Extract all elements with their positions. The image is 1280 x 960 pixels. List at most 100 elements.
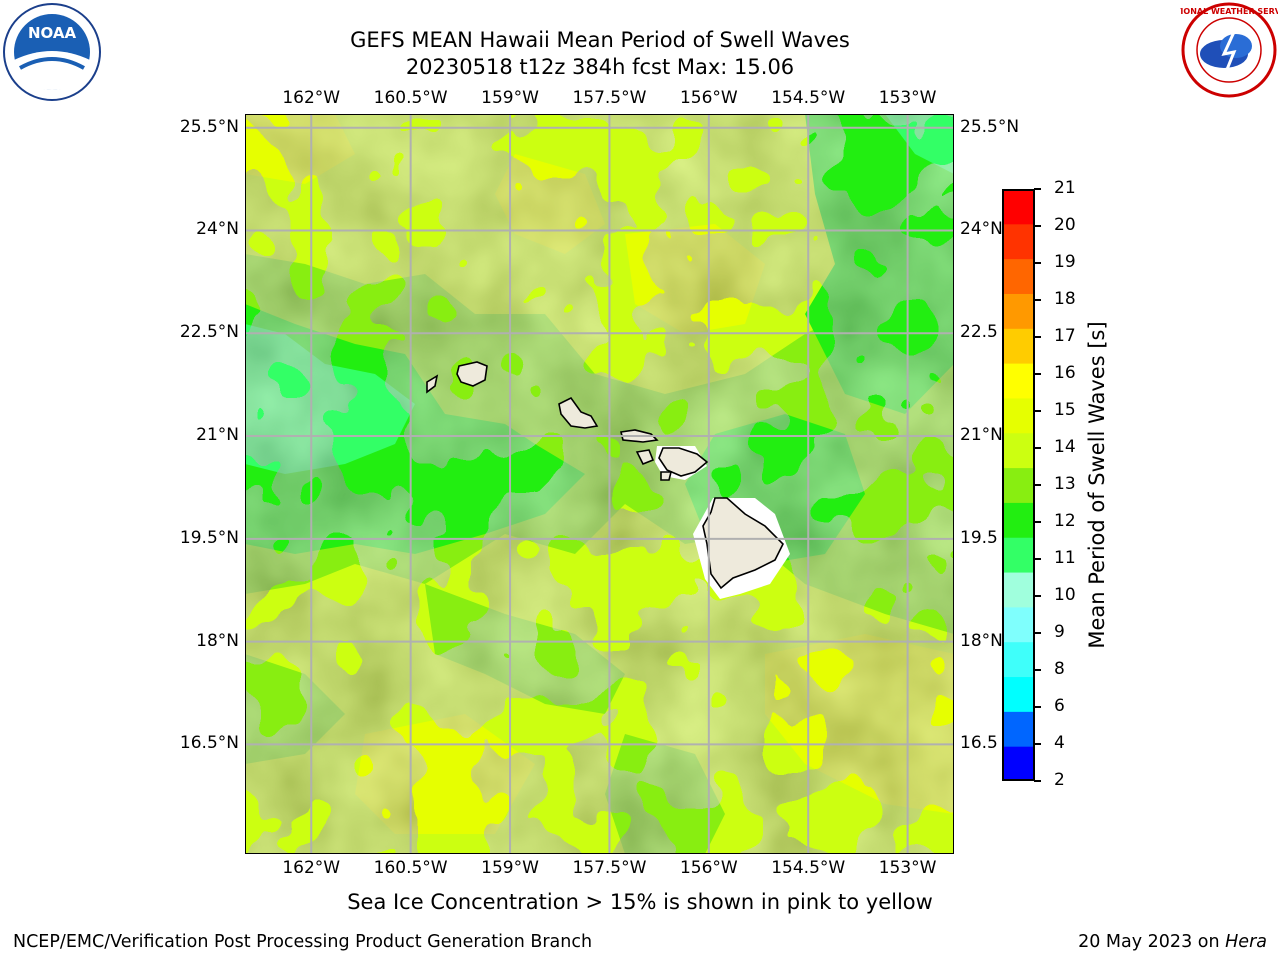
colorbar-tick-label: 16: [1054, 363, 1076, 383]
swell-period-map: [245, 114, 954, 854]
lat-tick-label-left: 22.5°N: [179, 322, 239, 343]
lon-tick-label: 154.5°W: [771, 88, 846, 108]
colorbar-tick-mark: [1034, 521, 1041, 523]
colorbar-tick-label: 2: [1054, 770, 1065, 790]
colorbar-cell: [1003, 676, 1034, 712]
lon-tick-label: 153°W: [878, 858, 937, 878]
colorbar-tick-label: 13: [1054, 474, 1076, 494]
lon-tick-label: 162°W: [282, 88, 341, 108]
colorbar: [1002, 189, 1035, 781]
colorbar-cell: [1003, 328, 1034, 364]
colorbar-tick-label: 8: [1054, 659, 1065, 679]
sea-ice-note: Sea Ice Concentration > 15% is shown in …: [347, 890, 933, 914]
lat-tick-label-left: 21°N: [196, 425, 239, 446]
lon-tick-label: 156°W: [679, 88, 738, 108]
colorbar-tick-label: 9: [1054, 622, 1065, 642]
lon-tick-label: 156°W: [679, 858, 738, 878]
colorbar-cell: [1003, 606, 1034, 643]
colorbar-tick-label: 15: [1054, 400, 1076, 420]
lat-tick-label-left: 19.5°N: [179, 527, 239, 548]
lon-tick-label: 157.5°W: [572, 858, 647, 878]
lat-tick-label-right: 18°N: [960, 630, 1003, 651]
colorbar-tick-mark: [1034, 410, 1041, 412]
colorbar-cell: [1003, 502, 1034, 538]
colorbar-tick-mark: [1034, 262, 1041, 264]
colorbar-cell: [1003, 572, 1034, 608]
lon-tick-label: 159°W: [481, 88, 539, 108]
colorbar-tick-label: 20: [1054, 215, 1076, 235]
lon-tick-label: 159°W: [481, 858, 539, 878]
lon-tick-label: 160.5°W: [373, 858, 448, 878]
svg-text:NOAA: NOAA: [28, 24, 77, 42]
island-niihau: [426, 374, 439, 394]
lat-tick-label-left: 16.5°N: [179, 733, 239, 754]
lat-tick-label-right: 25.5°N: [960, 116, 1020, 137]
colorbar-tick-label: 18: [1054, 289, 1076, 309]
lon-tick-label: 160.5°W: [373, 88, 448, 108]
date-stamp: 20 May 2023 on Hera: [1078, 932, 1267, 952]
lon-tick-label: 154.5°W: [771, 858, 846, 878]
lat-tick-label-left: 25.5°N: [179, 116, 239, 137]
credit-text: NCEP/EMC/Verification Post Processing Pr…: [13, 932, 593, 952]
colorbar-tick-label: 4: [1054, 733, 1065, 753]
lat-tick-label-right: 21°N: [960, 425, 1003, 446]
colorbar-tick-mark: [1034, 595, 1041, 597]
colorbar-cell: [1003, 293, 1034, 329]
colorbar-tick-label: 12: [1054, 511, 1076, 531]
colorbar-cell: [1003, 223, 1034, 260]
lon-tick-label: 157.5°W: [572, 88, 647, 108]
colorbar-cell: [1003, 746, 1034, 781]
islands: [426, 361, 784, 590]
island-kauai: [456, 361, 488, 387]
colorbar-tick-mark: [1034, 188, 1041, 190]
map-grid: [245, 114, 954, 854]
date-text: 20 May 2023 on: [1078, 932, 1226, 952]
island-oahu: [558, 396, 599, 429]
colorbar-tick-mark: [1034, 558, 1041, 560]
lat-tick-label-left: 24°N: [196, 219, 239, 240]
lat-tick-label-right: 22.5: [960, 322, 998, 343]
colorbar-tick-label: 10: [1054, 585, 1076, 605]
noaa-logo: NOAA: [2, 2, 102, 102]
colorbar-tick-mark: [1034, 632, 1041, 634]
colorbar-cell: [1003, 467, 1034, 503]
colorbar-tick-mark: [1034, 336, 1041, 338]
lat-tick-label-right: 19.5: [960, 527, 998, 548]
colorbar-tick-mark: [1034, 780, 1041, 782]
island-hawaii: [702, 497, 784, 590]
colorbar-tick-label: 6: [1054, 696, 1065, 716]
colorbar-cell: [1003, 397, 1034, 434]
colorbar-cell: [1003, 432, 1034, 469]
colorbar-label: Mean Period of Swell Waves [s]: [1085, 321, 1109, 649]
colorbar-tick-mark: [1034, 447, 1041, 449]
colorbar-tick-mark: [1034, 484, 1041, 486]
lon-tick-label: 153°W: [878, 88, 937, 108]
colorbar-tick-label: 19: [1054, 252, 1076, 272]
machine-name: Hera: [1225, 932, 1267, 952]
colorbar-cell: [1003, 189, 1034, 225]
colorbar-tick-mark: [1034, 225, 1041, 227]
island-kahoolawe: [660, 471, 673, 481]
lon-tick-label: 162°W: [282, 858, 341, 878]
svg-text:NATIONAL WEATHER SERVICE: NATIONAL WEATHER SERVICE: [1180, 7, 1278, 16]
colorbar-tick-label: 11: [1054, 548, 1076, 568]
chart-subtitle: 20230518 t12z 384h fcst Max: 15.06: [405, 55, 795, 79]
colorbar-cell: [1003, 258, 1034, 294]
chart-title: GEFS MEAN Hawaii Mean Period of Swell Wa…: [350, 28, 850, 52]
colorbar-cell: [1003, 711, 1034, 747]
colorbar-tick-mark: [1034, 706, 1041, 708]
nws-logo: NATIONAL WEATHER SERVICE: [1163, 2, 1280, 98]
colorbar-tick-mark: [1034, 743, 1041, 745]
colorbar-tick-mark: [1034, 299, 1041, 301]
colorbar-cell: [1003, 641, 1034, 678]
lat-tick-label-left: 18°N: [196, 630, 239, 651]
island-maui: [658, 447, 709, 477]
colorbar-cell: [1003, 537, 1034, 573]
lat-tick-label-right: 16.5: [960, 733, 998, 754]
island-lanai: [635, 449, 655, 466]
colorbar-tick-mark: [1034, 373, 1041, 375]
colorbar-tick-label: 17: [1054, 326, 1076, 346]
colorbar-tick-label: 21: [1054, 178, 1076, 198]
colorbar-tick-label: 14: [1054, 437, 1076, 457]
lat-tick-label-right: 24°N: [960, 219, 1003, 240]
